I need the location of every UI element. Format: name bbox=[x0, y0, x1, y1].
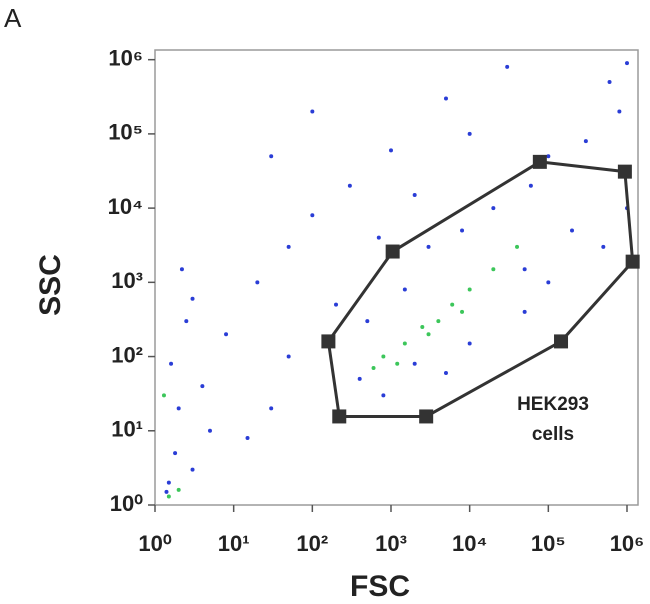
point bbox=[310, 109, 315, 114]
point bbox=[522, 309, 527, 314]
point bbox=[371, 366, 376, 371]
gate-vertex bbox=[321, 334, 336, 349]
gate-vertex bbox=[385, 244, 400, 259]
point bbox=[402, 341, 407, 346]
point bbox=[546, 154, 551, 159]
gate-vertex bbox=[332, 409, 347, 424]
point bbox=[190, 296, 195, 301]
x-tick-label: 10⁶ bbox=[610, 531, 645, 556]
point bbox=[334, 302, 339, 307]
y-tick-label: 10³ bbox=[111, 268, 143, 293]
y-axis-label: SSC bbox=[34, 254, 67, 316]
point bbox=[412, 193, 417, 198]
point bbox=[161, 393, 166, 398]
y-tick-label: 10² bbox=[111, 342, 143, 367]
point bbox=[450, 302, 455, 307]
x-axis-label: FSC bbox=[350, 570, 410, 603]
gate-vertex bbox=[554, 334, 569, 349]
gate-vertex bbox=[617, 164, 632, 179]
x-tick-label: 10⁵ bbox=[531, 531, 566, 556]
point bbox=[624, 61, 629, 66]
point bbox=[388, 148, 393, 153]
point bbox=[420, 325, 425, 330]
point bbox=[176, 406, 181, 411]
point bbox=[522, 267, 527, 272]
point bbox=[491, 206, 496, 211]
y-tick-label: 10⁰ bbox=[110, 491, 143, 516]
point bbox=[176, 487, 181, 492]
point bbox=[570, 228, 575, 233]
y-tick-label: 10⁶ bbox=[108, 45, 143, 70]
point bbox=[347, 183, 352, 188]
x-tick-label: 10³ bbox=[375, 531, 407, 556]
point bbox=[365, 319, 370, 324]
point bbox=[460, 228, 465, 233]
point bbox=[357, 376, 362, 381]
gate-vertex bbox=[419, 409, 434, 424]
point bbox=[601, 244, 606, 249]
gate-vertex bbox=[532, 154, 547, 169]
point bbox=[617, 109, 622, 114]
point bbox=[491, 267, 496, 272]
point bbox=[426, 332, 431, 337]
point bbox=[460, 309, 465, 314]
x-tick-label: 10¹ bbox=[218, 531, 250, 556]
y-tick-label: 10⁵ bbox=[108, 120, 143, 145]
point bbox=[402, 287, 407, 292]
point bbox=[467, 287, 472, 292]
y-tick-label: 10¹ bbox=[111, 417, 143, 442]
point bbox=[224, 332, 229, 337]
point bbox=[381, 393, 386, 398]
gate-label: HEK293 bbox=[517, 394, 589, 415]
panel-label: A bbox=[4, 3, 22, 33]
point bbox=[184, 319, 189, 324]
point bbox=[166, 494, 171, 499]
point bbox=[190, 467, 195, 472]
point bbox=[269, 154, 274, 159]
point bbox=[310, 213, 315, 218]
point bbox=[505, 64, 510, 69]
point bbox=[546, 280, 551, 285]
x-tick-label: 10⁴ bbox=[452, 531, 487, 556]
plot-frame bbox=[154, 49, 639, 506]
point bbox=[443, 96, 448, 101]
point bbox=[467, 341, 472, 346]
gate-vertex bbox=[625, 254, 640, 269]
point bbox=[528, 183, 533, 188]
point bbox=[164, 489, 169, 494]
gate-label: cells bbox=[532, 424, 574, 445]
point bbox=[443, 371, 448, 376]
x-tick-label: 10⁰ bbox=[138, 531, 171, 556]
point bbox=[200, 384, 205, 389]
point bbox=[173, 451, 178, 456]
point bbox=[426, 244, 431, 249]
point bbox=[207, 428, 212, 433]
point bbox=[286, 244, 291, 249]
point bbox=[245, 435, 250, 440]
point bbox=[515, 244, 520, 249]
point bbox=[467, 131, 472, 136]
point bbox=[376, 235, 381, 240]
point bbox=[169, 361, 174, 366]
point bbox=[412, 361, 417, 366]
point bbox=[166, 480, 171, 485]
point bbox=[395, 361, 400, 366]
point bbox=[179, 267, 184, 272]
point bbox=[583, 139, 588, 144]
point bbox=[255, 280, 260, 285]
point bbox=[381, 354, 386, 359]
point bbox=[436, 319, 441, 324]
y-tick-label: 10⁴ bbox=[108, 194, 143, 219]
point bbox=[286, 354, 291, 359]
point bbox=[269, 406, 274, 411]
point bbox=[607, 80, 612, 85]
x-tick-label: 10² bbox=[296, 531, 328, 556]
